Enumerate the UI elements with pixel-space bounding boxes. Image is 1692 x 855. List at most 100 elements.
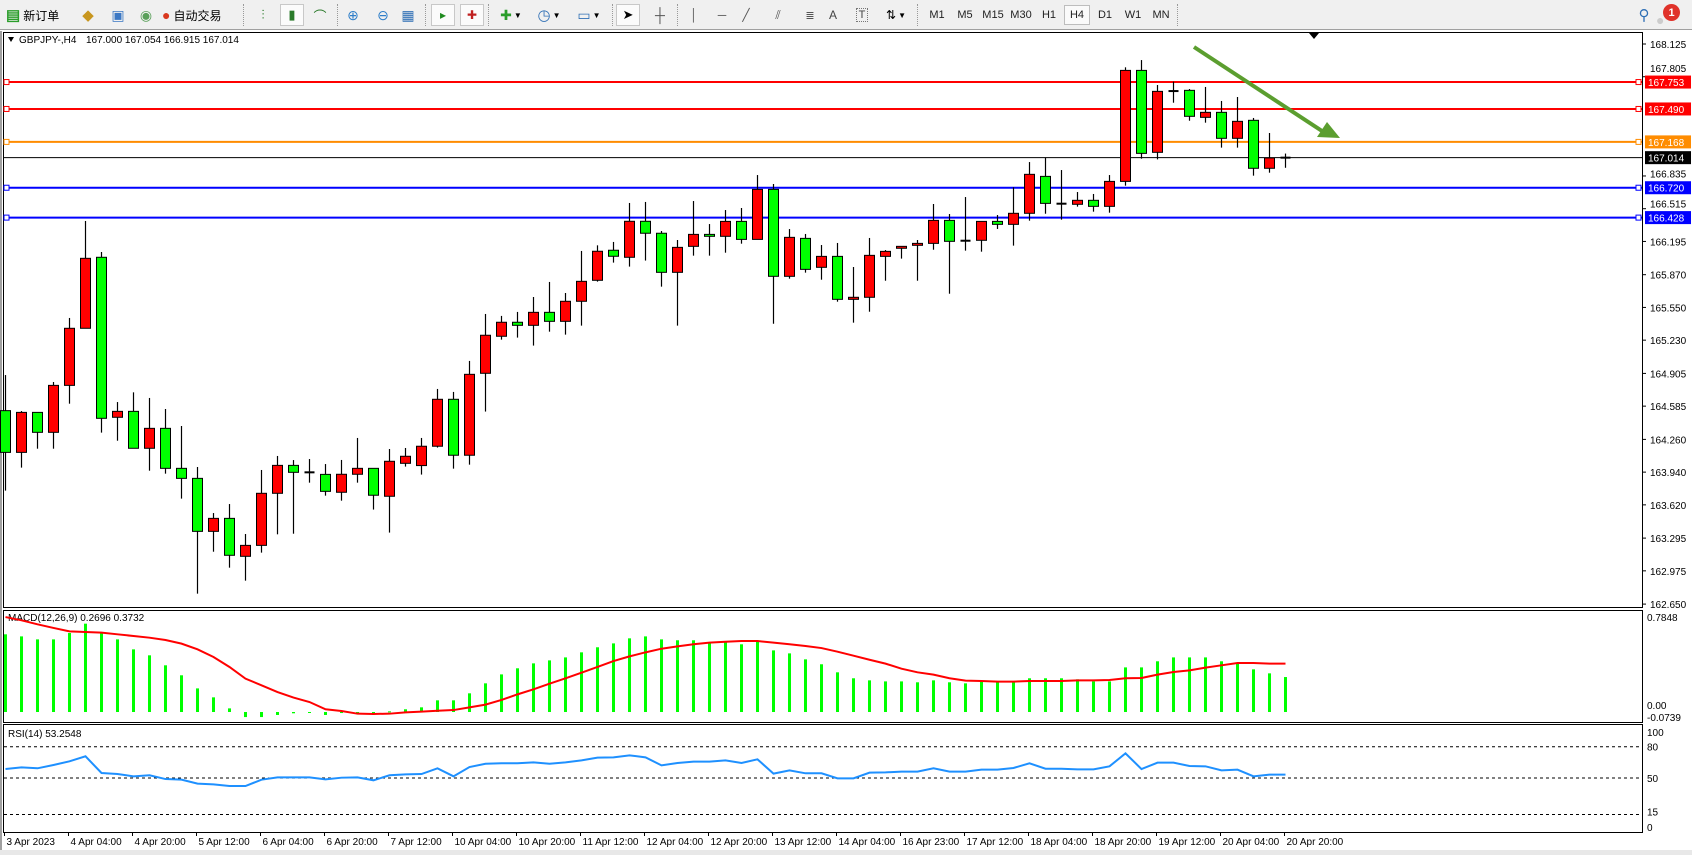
- zoom-in-button[interactable]: ⊕: [341, 4, 365, 26]
- timeframe-d1[interactable]: D1: [1097, 9, 1113, 21]
- level-anchor-right[interactable]: [1635, 184, 1642, 191]
- auto-trading-button[interactable]: ● 自动交易: [162, 4, 221, 26]
- level-anchor-right[interactable]: [1635, 79, 1642, 86]
- auto-scroll-button[interactable]: ▸: [431, 4, 455, 26]
- candle: [432, 388, 443, 448]
- level-anchor-right[interactable]: [1635, 214, 1642, 221]
- timeframe-m15[interactable]: M15: [982, 9, 1004, 21]
- candle: [592, 245, 603, 282]
- candle: [624, 202, 635, 267]
- trend-arrow[interactable]: [1192, 45, 1340, 138]
- candle: [1248, 117, 1259, 176]
- indicators-dropdown[interactable]: ✚ ▼: [494, 4, 528, 26]
- toolbar-separator: [1177, 4, 1178, 26]
- new-order-button[interactable]: ▤ 新订单: [6, 4, 59, 26]
- chart-shift-marker-icon[interactable]: [1309, 33, 1319, 39]
- candle-body: [912, 242, 923, 246]
- tile-windows-button[interactable]: ▦: [396, 4, 420, 26]
- level-price-label: 166.428: [1648, 214, 1685, 225]
- candle-body: [1008, 212, 1019, 225]
- macd-histogram-bar: [404, 709, 407, 712]
- navigator-button[interactable]: ▣: [106, 4, 130, 26]
- toolbar-separator: [917, 4, 918, 26]
- macd-histogram-bar: [1268, 673, 1271, 712]
- periods-dropdown[interactable]: ◷ ▼: [531, 4, 567, 26]
- level-anchor-left[interactable]: [3, 79, 10, 86]
- time-axis-label: 20 Apr 04:00: [1223, 837, 1280, 848]
- text-tool-button[interactable]: A: [821, 4, 845, 26]
- macd-histogram-bar: [772, 650, 775, 712]
- macd-axis-zero: 0.00: [1647, 701, 1667, 712]
- candle: [208, 513, 219, 552]
- horizontal-levels[interactable]: 167.753 167.490 167.168 166.720 166.428 167.0…: [3, 75, 1691, 225]
- collapse-triangle-icon[interactable]: [8, 37, 14, 42]
- arrows-dropdown[interactable]: ⇅ ▼: [880, 4, 912, 26]
- timeframe-h1[interactable]: H1: [1041, 9, 1057, 21]
- templates-dropdown[interactable]: ▭ ▼: [571, 4, 607, 26]
- price-axis-label: 168.125: [1650, 40, 1687, 51]
- level-anchor-left[interactable]: [3, 105, 10, 112]
- signals-button[interactable]: ◉: [134, 4, 158, 26]
- candle: [1088, 193, 1099, 212]
- timeframe-h4[interactable]: H4: [1064, 5, 1090, 25]
- timeframe-m30[interactable]: M30: [1010, 9, 1032, 21]
- price-axis-label: 166.835: [1650, 170, 1687, 181]
- horizontal-line-button[interactable]: ─: [710, 4, 734, 26]
- market-watch-button[interactable]: ◆: [76, 4, 100, 26]
- candle: [448, 391, 459, 469]
- level-anchor-left[interactable]: [3, 138, 10, 145]
- line-chart-button[interactable]: ⌒: [308, 4, 332, 26]
- chevron-down-icon: ▼: [552, 10, 561, 20]
- candle: [880, 250, 891, 281]
- trendline-button[interactable]: ╱: [734, 4, 758, 26]
- candle-body: [816, 255, 827, 268]
- timeframe-m5[interactable]: M5: [957, 9, 973, 21]
- timeframe-m1[interactable]: M1: [929, 9, 945, 21]
- cursor-tool-button[interactable]: ➤: [616, 4, 640, 26]
- level-anchor-left[interactable]: [3, 214, 10, 221]
- time-axis-label: 18 Apr 04:00: [1031, 837, 1088, 848]
- macd-histogram-bar: [580, 652, 583, 712]
- level-anchor-left[interactable]: [3, 184, 10, 191]
- timeframe-mn[interactable]: MN: [1152, 9, 1170, 21]
- vertical-line-button[interactable]: │: [682, 4, 706, 26]
- crosshair-tool-button[interactable]: ┼: [648, 4, 672, 26]
- candle-body: [1040, 175, 1051, 204]
- macd-histogram-bar: [836, 672, 839, 712]
- chart-header: GBPJPY-,H4 167.000 167.054 166.915 167.0…: [8, 35, 239, 46]
- candle-body: [1072, 199, 1083, 205]
- text-label-button[interactable]: T: [850, 4, 874, 26]
- macd-histogram-bar: [548, 660, 551, 712]
- candle-body: [384, 460, 395, 497]
- macd-histogram-bar: [1076, 679, 1079, 712]
- fibonacci-button[interactable]: ≣: [798, 4, 822, 26]
- zoom-out-button[interactable]: ⊖: [371, 4, 395, 26]
- candle: [784, 229, 795, 279]
- candle-body: [1248, 119, 1259, 169]
- candlestick-chart-button[interactable]: ▮: [280, 4, 304, 26]
- candle-body: [32, 411, 43, 433]
- auto-trading-icon: ●: [162, 7, 171, 23]
- candle: [560, 292, 571, 335]
- candle: [752, 175, 763, 240]
- time-axis-label: 17 Apr 12:00: [967, 837, 1024, 848]
- level-anchor-right[interactable]: [1635, 105, 1642, 112]
- candle-body: [688, 233, 699, 247]
- candle: [1104, 175, 1115, 213]
- level-anchor-right[interactable]: [1635, 138, 1642, 145]
- time-axis-label: 4 Apr 04:00: [71, 837, 123, 848]
- candle-body: [864, 254, 875, 298]
- template-icon: ▭: [577, 6, 591, 23]
- bar-chart-button[interactable]: ⫶: [251, 4, 275, 26]
- macd-histogram-bar: [84, 623, 87, 712]
- chart-shift-button[interactable]: ✚: [460, 4, 484, 26]
- trend-arrow-line[interactable]: [1192, 45, 1324, 133]
- toolbar-separator: [425, 4, 426, 26]
- search-button[interactable]: ⚲: [1632, 4, 1656, 26]
- timeframe-w1[interactable]: W1: [1124, 9, 1142, 21]
- macd-histogram-bar: [1220, 661, 1223, 712]
- level-price-tag: [1645, 135, 1691, 149]
- equidistant-channel-button[interactable]: ⫽: [766, 4, 790, 26]
- candle-body: [992, 220, 1003, 225]
